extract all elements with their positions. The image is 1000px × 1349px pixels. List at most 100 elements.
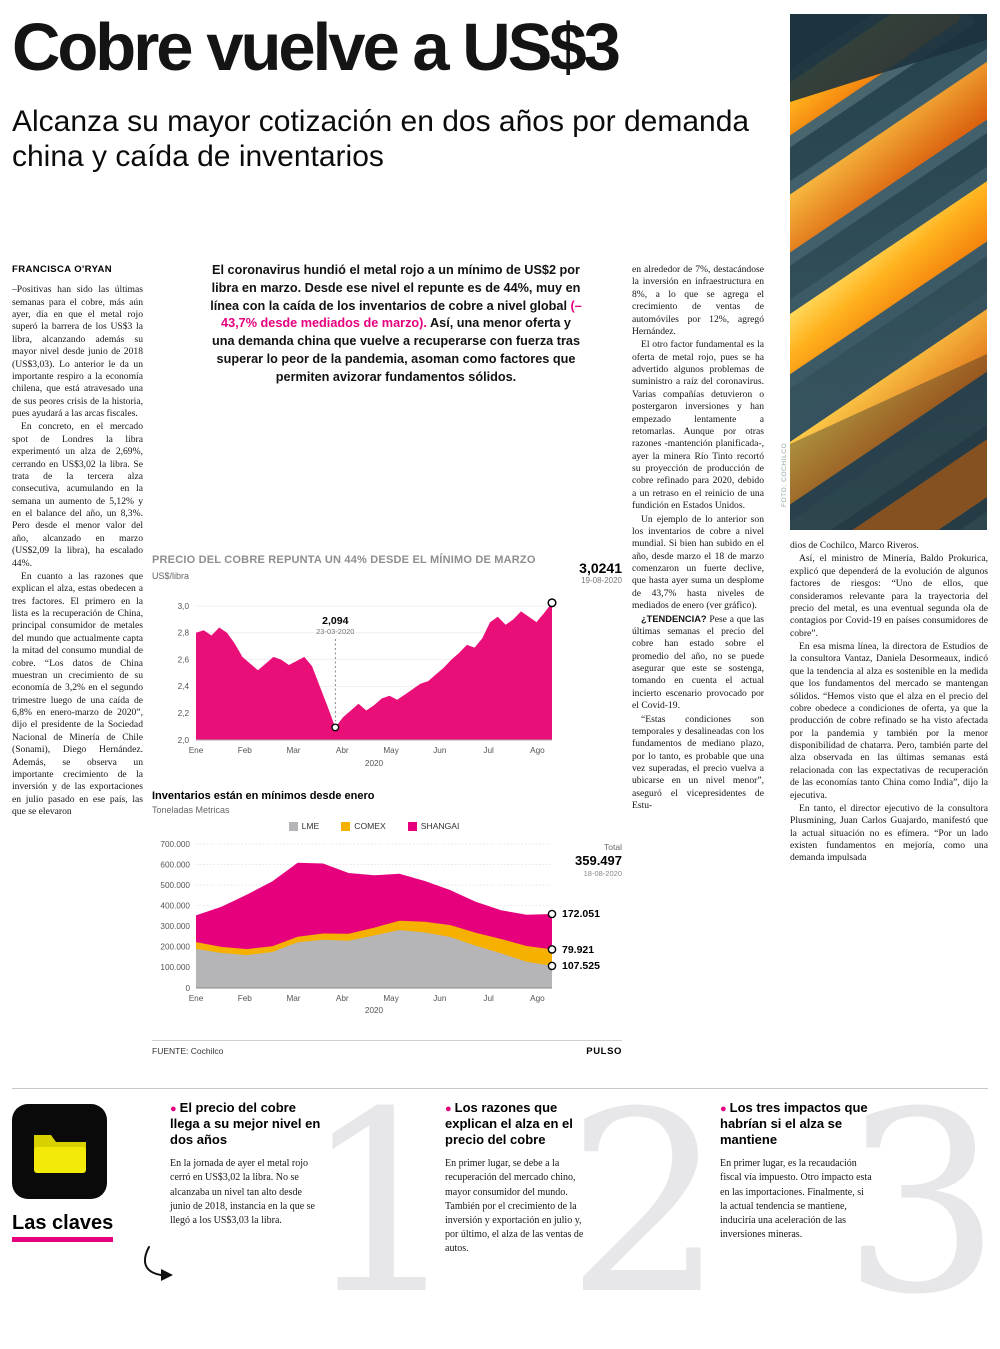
subheadline: Alcanza su mayor cotización en dos años … <box>12 105 750 174</box>
svg-text:Mar: Mar <box>286 746 300 755</box>
clave-title-text: El precio del cobre llega a su mejor niv… <box>170 1100 321 1148</box>
svg-text:600.000: 600.000 <box>160 860 190 869</box>
legend-label: SHANGAI <box>420 821 460 831</box>
byline: FRANCISCA O'RYAN <box>12 264 112 275</box>
svg-text:Ene: Ene <box>189 994 204 1003</box>
paragraph: “Estas condiciones son temporales y desa… <box>632 713 764 812</box>
marker-label-lme: 107.525 <box>562 960 600 972</box>
intro-text: Así, una menor oferta y una demanda chin… <box>211 316 581 384</box>
paragraph-text: Pese a que las últimas semanas el precio… <box>632 613 764 712</box>
clave-title-text: Los tres impactos que habrían si el alza… <box>720 1100 868 1148</box>
brand-logo: PULSO <box>586 1046 622 1057</box>
bullet-icon: ● <box>445 1103 452 1115</box>
svg-text:Jun: Jun <box>433 746 447 755</box>
chart-end-annotation: 3,0241 19-08-2020 <box>579 560 622 585</box>
clave-title: ● Los razones que explican el alza en el … <box>445 1100 597 1148</box>
article-column-1: FRANCISCA O'RYAN –Positivas han sido las… <box>12 264 143 1066</box>
svg-text:2,4: 2,4 <box>178 682 190 691</box>
svg-text:700.000: 700.000 <box>160 840 190 849</box>
chart-source-row: FUENTE: Cochilco PULSO <box>152 1040 622 1057</box>
clave-item-1: ● El precio del cobre llega a su mejor ni… <box>170 1100 322 1228</box>
intro-text: El coronavirus hundió el metal rojo a un… <box>210 263 581 313</box>
svg-text:Abr: Abr <box>336 746 349 755</box>
svg-text:Feb: Feb <box>238 746 253 755</box>
claves-icon <box>12 1104 107 1199</box>
chart-unit-label: Toneladas Metricas <box>152 805 230 815</box>
svg-text:Abr: Abr <box>336 994 349 1003</box>
svg-text:May: May <box>383 994 399 1003</box>
section-divider <box>12 1088 988 1089</box>
paragraph: En tanto, el director ejecutivo de la co… <box>790 802 988 864</box>
svg-text:Ene: Ene <box>189 746 204 755</box>
molten-copper-illustration <box>790 14 987 530</box>
clave-title: ● El precio del cobre llega a su mejor ni… <box>170 1100 322 1148</box>
legend-label: COMEX <box>354 821 386 831</box>
total-value: 359.497 <box>575 852 622 868</box>
svg-text:Jul: Jul <box>483 994 494 1003</box>
paragraph: en alrededor de 7%, destacándose la inve… <box>632 264 764 337</box>
svg-text:0: 0 <box>185 984 190 993</box>
legend-swatch-lme <box>288 821 298 831</box>
legend-item-shangai: SHANGAI <box>407 821 460 831</box>
svg-text:May: May <box>383 746 399 755</box>
svg-text:2,8: 2,8 <box>178 629 190 638</box>
chart-title: Inventarios están en mínimos desde enero <box>152 790 375 802</box>
intro-paragraph: El coronavirus hundió el metal rojo a un… <box>210 262 582 386</box>
inventories-chart: Inventarios están en mínimos desde enero… <box>152 790 622 1052</box>
marker-label-comex: 79.921 <box>562 944 595 956</box>
paragraph: En cuanto a las razones que explican el … <box>12 570 143 817</box>
paragraph: Así, el ministro de Minería, Baldo Proku… <box>790 553 988 639</box>
end-date: 19-08-2020 <box>581 576 622 585</box>
svg-text:400.000: 400.000 <box>160 902 190 911</box>
paragraph: En esa misma línea, la directora de Estu… <box>790 641 988 801</box>
clave-number-2: 2 <box>566 1058 726 1349</box>
svg-text:23-03-2020: 23-03-2020 <box>316 627 354 636</box>
curved-arrow-icon <box>143 1246 173 1281</box>
chart-legend: LME COMEX SHANGAI <box>196 821 552 831</box>
clave-number-3: 3 <box>842 1058 1000 1349</box>
legend-label: LME <box>301 821 320 831</box>
copper-price-chart: PRECIO DEL COBRE REPUNTA UN 44% DESDE EL… <box>152 554 622 790</box>
clave-title-text: Los razones que explican el alza en el p… <box>445 1100 573 1148</box>
inventories-chart-svg: 700.000 600.000 500.000 400.000 300.000 200.0… <box>160 840 557 1015</box>
svg-text:300.000: 300.000 <box>160 922 190 931</box>
paragraph: El otro factor fundamental es la oferta … <box>632 339 764 512</box>
legend-item-comex: COMEX <box>341 821 386 831</box>
source-label: FUENTE: Cochilco <box>152 1046 224 1056</box>
paragraph-lead: ¿TENDENCIA? <box>641 613 707 624</box>
bullet-icon: ● <box>170 1103 177 1115</box>
total-label: Total <box>604 842 622 852</box>
clave-body: En la jornada de ayer el metal rojo cerr… <box>170 1158 315 1226</box>
svg-text:2,094: 2,094 <box>322 615 348 627</box>
article-column-5: dios de Cochilco, Marco Riveros. Así, el… <box>790 540 988 1066</box>
svg-text:Ago: Ago <box>530 994 545 1003</box>
svg-text:2020: 2020 <box>365 1006 384 1015</box>
svg-text:2,0: 2,0 <box>178 736 190 745</box>
svg-text:2,6: 2,6 <box>178 655 190 664</box>
svg-text:Feb: Feb <box>238 994 253 1003</box>
clave-body: En primer lugar, se debe a la recuperaci… <box>445 1158 584 1255</box>
paragraph: Un ejemplo de lo anterior son los invent… <box>632 513 764 612</box>
clave-title: ● Los tres impactos que habrían si el alz… <box>720 1100 872 1148</box>
newspaper-page: { "accent_color": "#e6007e", "header": {… <box>12 14 1000 1349</box>
svg-text:100.000: 100.000 <box>160 963 190 972</box>
total-annotation: Total 359.497 18-08-2020 <box>575 842 622 878</box>
folder-icon <box>33 1134 86 1173</box>
svg-text:200.000: 200.000 <box>160 943 190 952</box>
total-date: 18-08-2020 <box>583 868 622 878</box>
svg-text:500.000: 500.000 <box>160 881 190 890</box>
chart-unit-label: US$/libra <box>152 571 190 581</box>
svg-text:2,2: 2,2 <box>178 709 190 718</box>
intro-highlight: (–43,7% desde mediados de marzo). <box>221 298 582 331</box>
paragraph: En concreto, en el mercado spot de Londr… <box>12 421 143 569</box>
svg-text:Ago: Ago <box>530 746 545 755</box>
svg-text:2020: 2020 <box>365 759 384 768</box>
svg-text:Mar: Mar <box>286 994 300 1003</box>
end-value: 3,0241 <box>579 560 622 576</box>
paragraph: ¿TENDENCIA? Pese a que las últimas seman… <box>632 614 764 713</box>
article-column-4: en alrededor de 7%, destacándose la inve… <box>632 264 764 1066</box>
paragraph: dios de Cochilco, Marco Riveros. <box>790 540 919 551</box>
bullet-icon: ● <box>720 1103 727 1115</box>
legend-item-lme: LME <box>288 821 320 831</box>
